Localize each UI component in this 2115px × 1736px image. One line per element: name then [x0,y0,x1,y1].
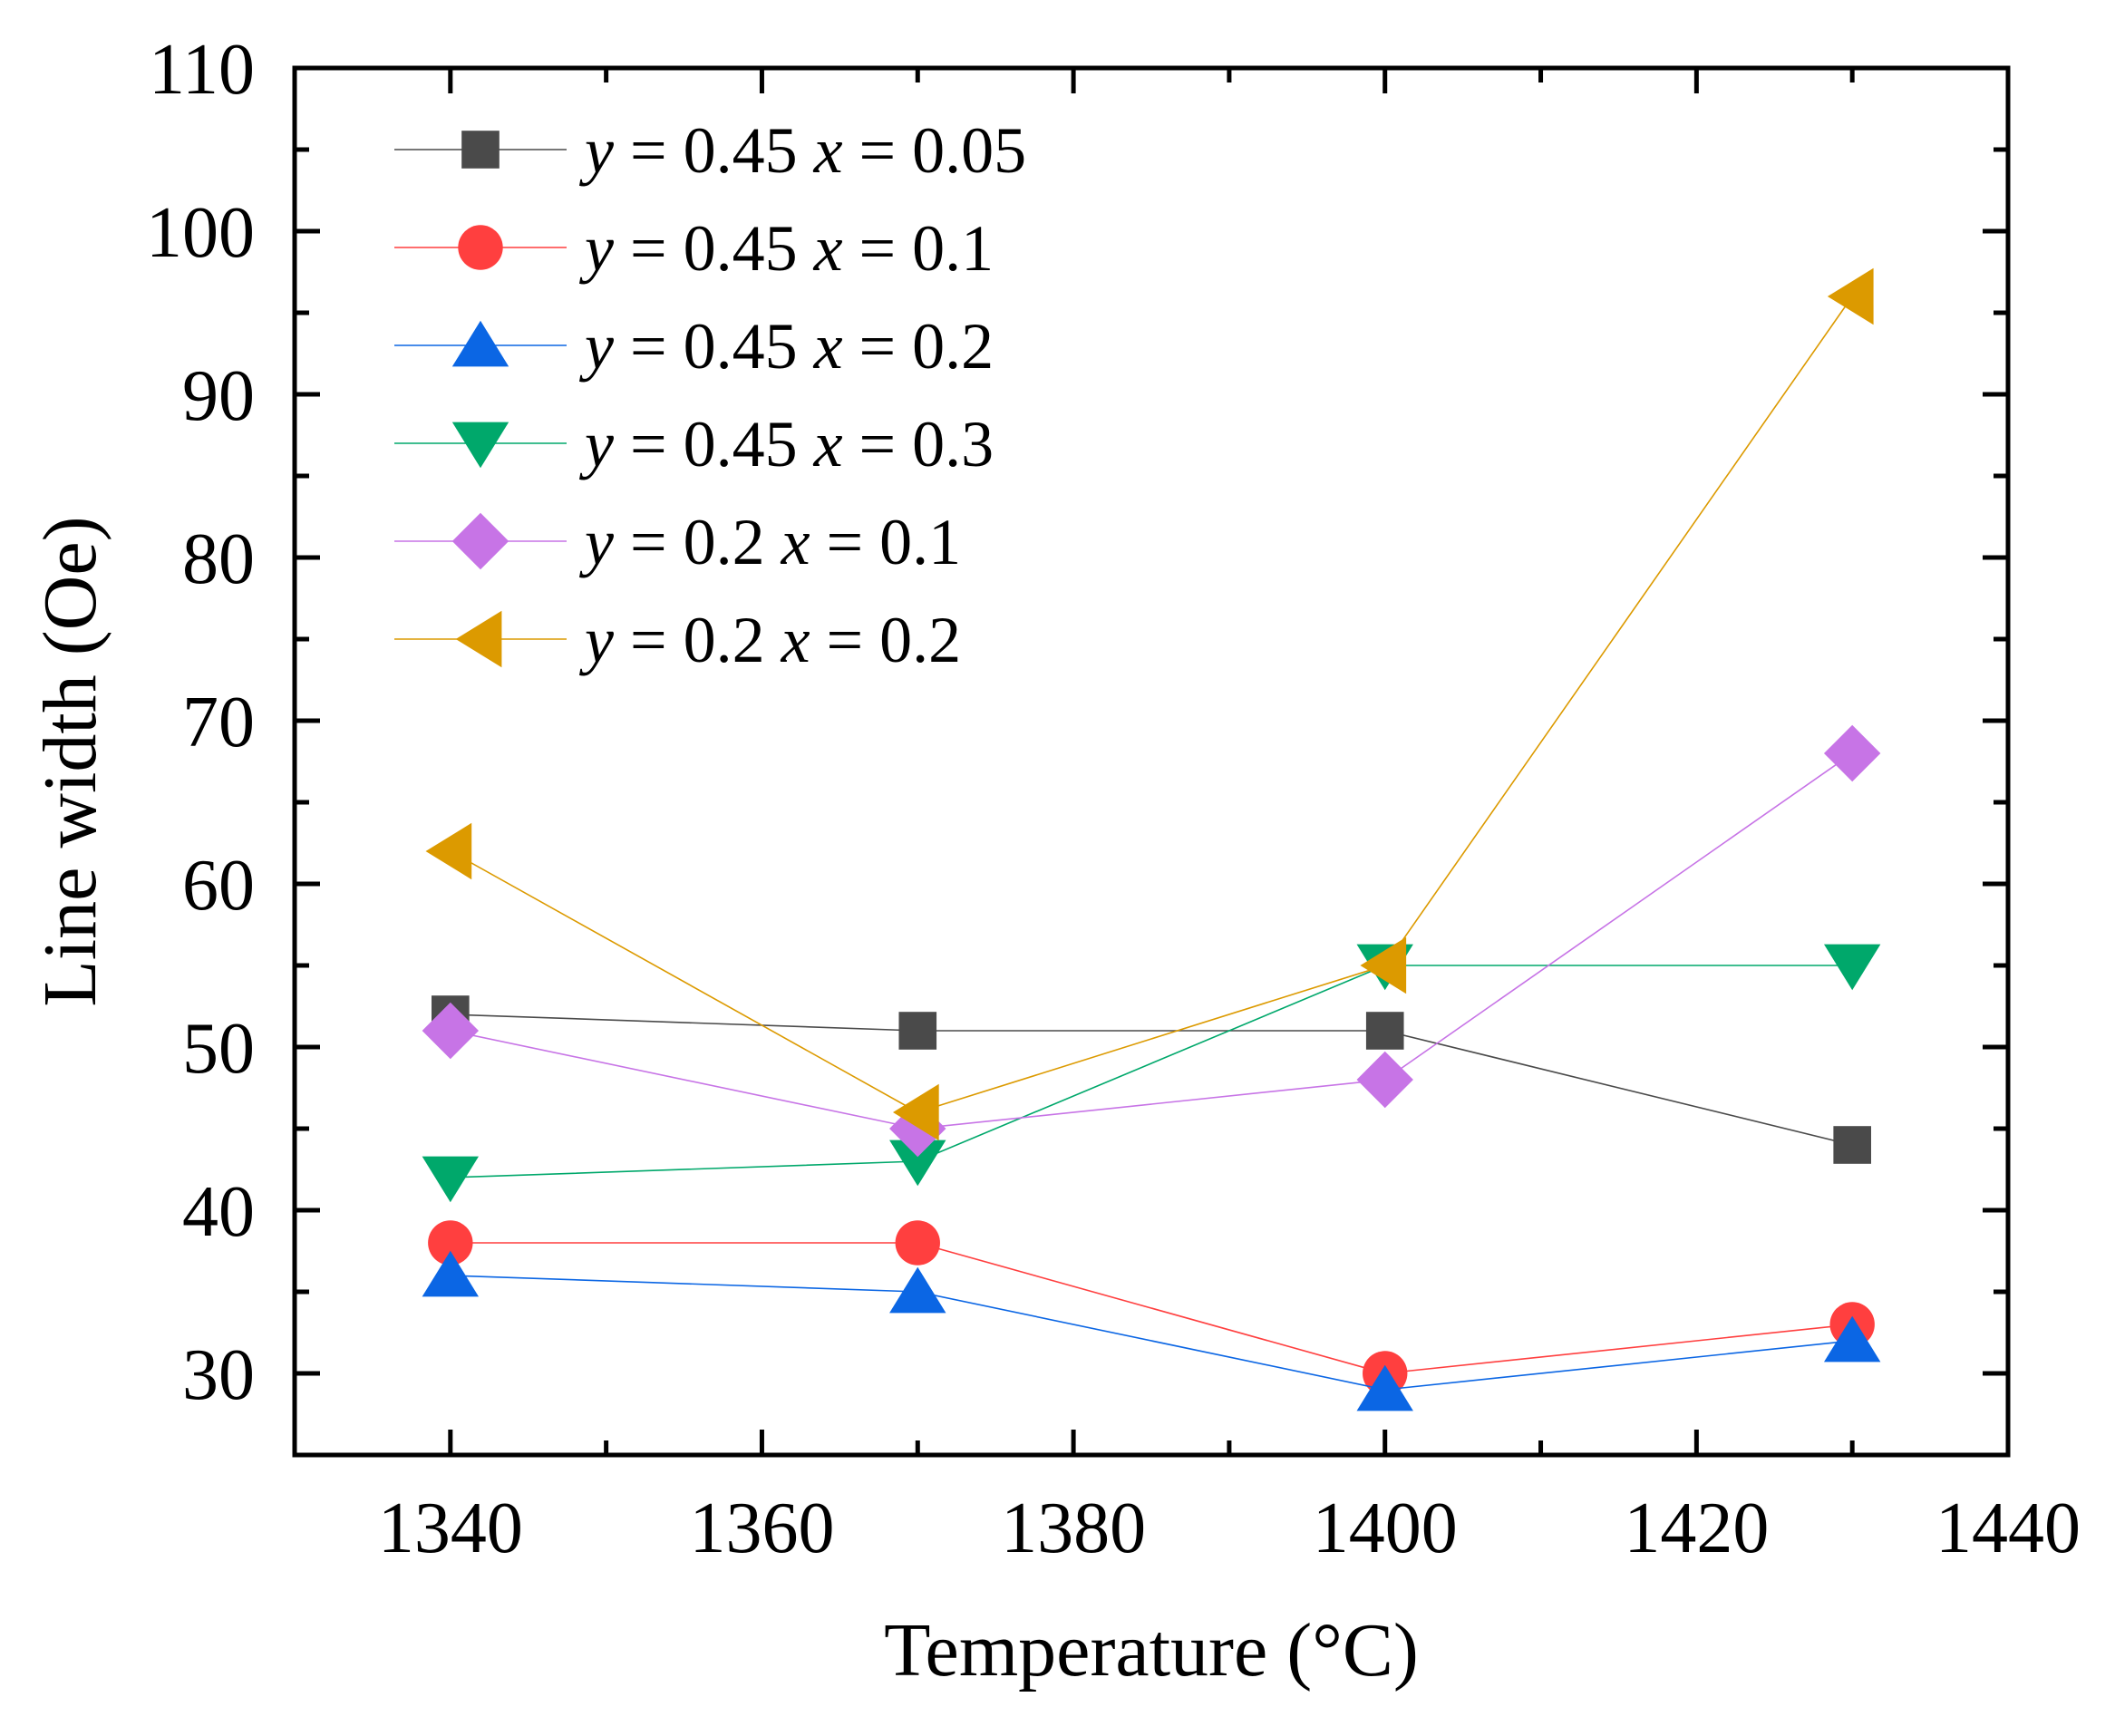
data-point [425,822,472,880]
x-tick-label: 1420 [1624,1489,1769,1568]
series-3 [422,1250,1881,1411]
y-tick-label: 100 [146,193,255,273]
legend-label: y = 0.2 x = 0.2 [578,604,961,676]
legend-label: y = 0.45 x = 0.2 [578,310,994,383]
x-axis-title: Temperature (°C) [884,1608,1419,1692]
x-tick-label: 1340 [378,1489,523,1568]
series-line [450,1242,1853,1374]
data-point [889,1266,946,1314]
y-tick-label: 60 [182,846,255,926]
legend-marker [451,320,509,367]
data-point [422,1002,480,1060]
data-point [1356,1051,1413,1109]
legend-marker [458,225,503,270]
data-point [1365,1012,1404,1050]
legend-label: y = 0.45 x = 0.1 [578,212,994,285]
series-line [450,965,1853,1178]
x-tick-label: 1360 [689,1489,834,1568]
legend-marker [455,610,502,668]
legend-marker [451,512,509,570]
legend-label: y = 0.45 x = 0.05 [578,114,1026,187]
y-tick-label: 90 [182,356,255,436]
data-point [1823,1315,1881,1363]
data-point [1833,1126,1871,1164]
series-line [450,296,1853,1113]
y-tick-label: 40 [182,1172,255,1252]
y-axis-title: Line width (Oe) [28,516,112,1006]
data-point [898,1012,937,1050]
series-line [450,1275,1853,1391]
legend-marker [451,422,509,469]
data-point [1823,724,1881,782]
legend-item: y = 0.45 x = 0.2 [394,310,994,383]
data-point [1360,936,1407,994]
x-tick-label: 1440 [1936,1489,2081,1568]
y-tick-label: 50 [182,1009,255,1089]
series-line [450,752,1853,1130]
legend-item: y = 0.2 x = 0.2 [394,604,961,676]
legend-item: y = 0.2 x = 0.1 [394,506,961,578]
data-point [422,1250,480,1297]
y-tick-label: 30 [182,1335,255,1415]
data-point [428,1220,473,1266]
legend-label: y = 0.45 x = 0.3 [578,408,994,480]
legend-item: y = 0.45 x = 0.1 [394,212,994,285]
data-point [889,1140,946,1187]
legend-item: y = 0.45 x = 0.3 [394,408,994,480]
y-tick-label: 110 [149,30,255,110]
data-point [895,1220,940,1266]
data-point [1356,1364,1413,1411]
x-tick-label: 1400 [1313,1489,1458,1568]
data-point [1827,267,1874,325]
series-layer [422,267,1881,1411]
series-6 [425,267,1874,1141]
plot-frame [292,65,2011,1458]
data-point [422,1156,480,1203]
series-line [450,1013,1853,1146]
data-point [892,1083,939,1141]
legend-marker [461,131,500,169]
legend-item: y = 0.45 x = 0.05 [394,114,1026,187]
y-tick-label: 70 [182,683,255,762]
legend: y = 0.45 x = 0.05 y = 0.45 x = 0.1 y = 0.4… [394,114,1026,676]
series-2 [428,1220,1875,1396]
y-tick-label: 80 [182,519,255,599]
series-1 [432,995,1871,1164]
x-tick-label: 1380 [1001,1489,1146,1568]
series-4 [422,944,1881,1203]
series-5 [422,724,1881,1158]
data-point [1823,944,1881,991]
legend-label: y = 0.2 x = 0.1 [578,506,961,578]
ticks-layer: 1340 1360 1380 1400 1420 1440 30 40 50 60 70 80 90 10… [146,30,2081,1568]
